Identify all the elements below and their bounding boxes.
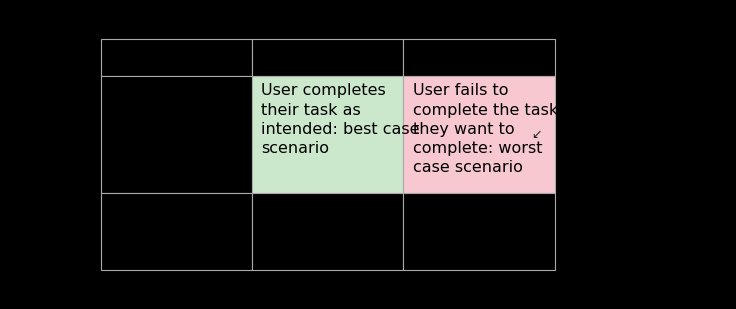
Bar xyxy=(403,40,555,76)
Bar xyxy=(252,76,403,193)
Bar xyxy=(101,76,252,193)
Bar xyxy=(101,193,252,270)
Bar xyxy=(101,40,252,76)
Text: User fails to
complete the task
they want to
complete: worst
case scenario: User fails to complete the task they wan… xyxy=(412,83,558,175)
Bar xyxy=(403,76,555,193)
Text: User completes
their task as
intended: best case
scenario: User completes their task as intended: b… xyxy=(261,83,420,156)
Bar xyxy=(252,193,403,270)
Bar xyxy=(252,40,403,76)
Bar xyxy=(403,193,555,270)
Text: ↙: ↙ xyxy=(531,128,542,141)
